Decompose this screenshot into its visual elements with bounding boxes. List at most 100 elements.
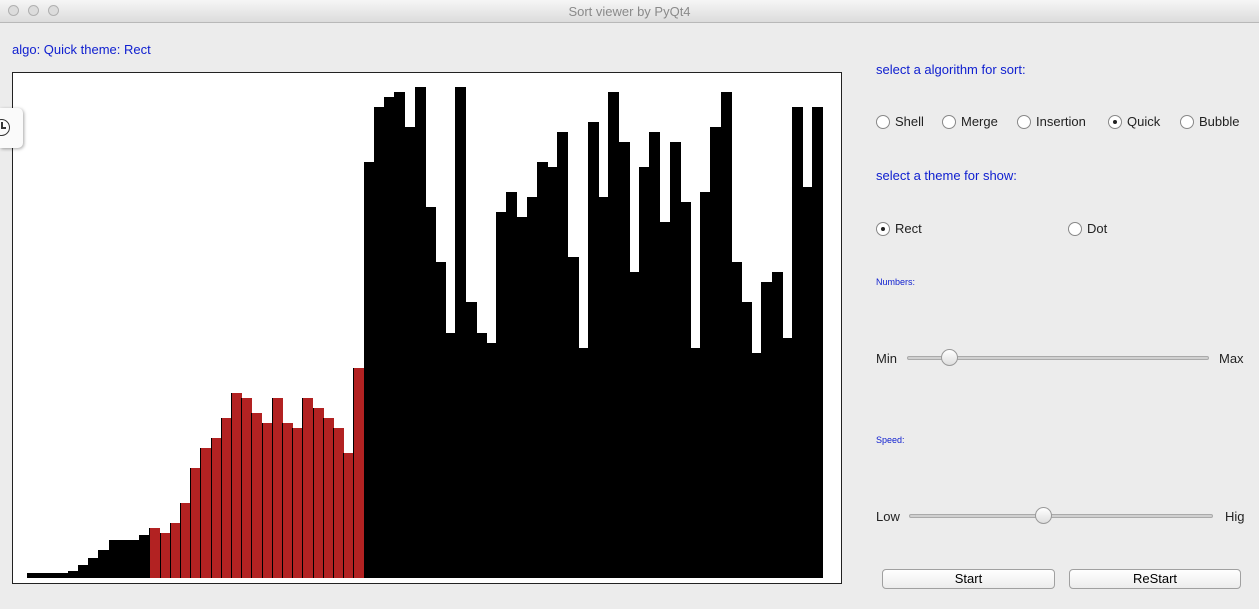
sort-bar: [608, 92, 620, 578]
minimize-window-button[interactable]: [28, 5, 39, 16]
sort-bar: [118, 540, 130, 578]
sort-bar: [404, 127, 416, 578]
sort-bar: [435, 262, 446, 578]
radio-dot-indicator: [1068, 221, 1082, 236]
sort-bar: [812, 107, 824, 578]
sort-bar: [628, 272, 640, 578]
radio-rect[interactable]: Rect: [876, 221, 922, 236]
sort-bar: [669, 142, 681, 578]
radio-insertion-label: Insertion: [1036, 114, 1086, 129]
sort-bar: [159, 532, 171, 578]
sort-canvas: [12, 72, 842, 584]
sort-bar: [639, 167, 650, 578]
sort-bar: [220, 417, 232, 578]
start-button[interactable]: Start: [882, 569, 1055, 589]
sort-bar: [384, 97, 395, 578]
algorithm-heading: select a algorithm for sort:: [876, 62, 1026, 77]
radio-bubble-label: Bubble: [1199, 114, 1240, 129]
sort-bar: [792, 107, 803, 578]
sort-bar: [210, 437, 222, 578]
speed-slider-track[interactable]: [909, 514, 1213, 518]
sort-bar: [302, 397, 314, 578]
sort-bar: [271, 397, 283, 578]
sort-bar: [659, 222, 671, 578]
sort-bar: [231, 392, 242, 578]
numbers-max-label: Max: [1219, 351, 1244, 366]
speed-slider-thumb[interactable]: [1035, 507, 1053, 524]
sort-bar: [618, 142, 630, 578]
speed-low-label: Low: [876, 509, 900, 524]
sort-bar: [47, 573, 59, 578]
sort-bar: [802, 187, 814, 578]
sort-bar: [690, 347, 701, 578]
sort-bar: [751, 352, 763, 578]
sort-bar: [547, 167, 559, 578]
sort-bar: [516, 217, 528, 578]
sort-bar: [333, 427, 344, 578]
sort-bar: [322, 417, 334, 578]
sort-bar: [506, 192, 518, 578]
radio-rect-label: Rect: [895, 221, 922, 236]
radio-shell[interactable]: Shell: [876, 114, 924, 129]
radio-insertion[interactable]: Insertion: [1017, 114, 1086, 129]
sort-bar: [771, 272, 783, 578]
sort-bar: [445, 332, 457, 578]
sort-bar: [741, 302, 752, 578]
sort-bar: [649, 132, 661, 578]
sort-bar: [67, 570, 79, 578]
sort-bar: [139, 535, 151, 578]
sort-bar: [567, 257, 579, 578]
sort-bar: [679, 202, 691, 578]
numbers-label: Numbers:: [876, 277, 916, 287]
sort-bar: [455, 87, 467, 578]
window-title: Sort viewer by PyQt4: [568, 4, 691, 19]
sort-bar: [251, 412, 263, 578]
sort-bar: [598, 197, 610, 578]
sort-bar: [200, 447, 212, 578]
sort-bar: [353, 367, 365, 578]
radio-bubble[interactable]: Bubble: [1180, 114, 1239, 129]
radio-dot[interactable]: Dot: [1068, 221, 1107, 236]
history-tab[interactable]: [0, 108, 23, 148]
sort-bar: [149, 527, 161, 578]
sort-bar: [261, 422, 273, 578]
close-window-button[interactable]: [8, 5, 19, 16]
radio-shell-label: Shell: [895, 114, 924, 129]
sort-bar: [577, 347, 589, 578]
sort-bar: [730, 262, 742, 578]
sort-bar: [781, 337, 793, 578]
radio-merge-indicator: [942, 114, 956, 129]
radio-dot-label: Dot: [1087, 221, 1108, 236]
sort-bar: [129, 540, 140, 578]
sort-bar: [761, 282, 773, 578]
radio-shell-indicator: [876, 114, 890, 129]
radio-bubble-indicator: [1180, 114, 1194, 129]
sort-bar: [27, 573, 38, 578]
sort-bar: [537, 162, 548, 578]
sort-bar: [720, 92, 732, 578]
sort-bar: [373, 107, 385, 578]
radio-rect-indicator: [876, 221, 890, 236]
status-label: algo: Quick theme: Rect: [12, 42, 151, 57]
sort-bar: [78, 565, 89, 578]
numbers-slider-track[interactable]: [907, 356, 1209, 360]
sort-bar: [394, 92, 406, 578]
radio-insertion-indicator: [1017, 114, 1031, 129]
restart-button[interactable]: ReStart: [1069, 569, 1241, 589]
radio-quick[interactable]: Quick: [1108, 114, 1160, 129]
sort-bar: [343, 452, 355, 578]
sort-bar: [363, 162, 375, 578]
speed-high-label: Hig: [1225, 509, 1245, 524]
speed-label: Speed:: [876, 435, 905, 445]
sort-bar: [292, 427, 304, 578]
clock-icon: [0, 119, 10, 136]
radio-quick-label: Quick: [1127, 114, 1161, 129]
sort-bar: [475, 332, 487, 578]
sort-bar: [57, 573, 69, 578]
radio-merge[interactable]: Merge: [942, 114, 998, 129]
numbers-slider-thumb[interactable]: [941, 349, 959, 366]
sort-bar: [37, 573, 49, 578]
zoom-window-button[interactable]: [48, 5, 59, 16]
sort-bar: [486, 342, 497, 578]
title-bar: Sort viewer by PyQt4: [0, 0, 1259, 23]
